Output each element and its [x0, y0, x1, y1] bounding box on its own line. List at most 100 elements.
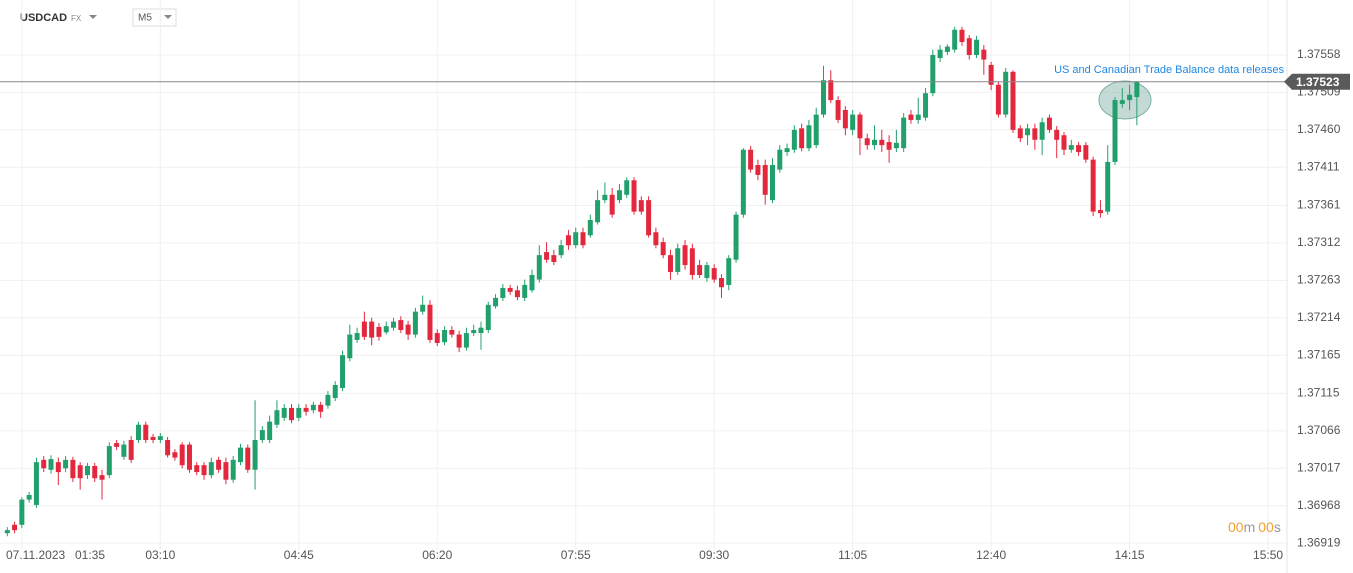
- candle-body: [77, 465, 83, 479]
- candle-body: [718, 278, 724, 288]
- candle-body: [427, 304, 433, 340]
- symbol-dropdown[interactable]: [89, 15, 97, 19]
- price-tag-label: 1.37523: [1296, 75, 1340, 89]
- candle-body: [733, 214, 739, 260]
- candle-body: [340, 355, 346, 389]
- candle-body: [1017, 128, 1023, 139]
- candle-body: [558, 245, 564, 256]
- candle-body: [769, 165, 775, 201]
- candle-body: [442, 330, 448, 343]
- candle-body: [281, 407, 287, 418]
- candle-body: [995, 84, 1001, 115]
- x-tick-label: 04:45: [284, 548, 314, 562]
- candle-body: [267, 421, 273, 440]
- toolbar: USDCAD FX M5: [20, 8, 177, 27]
- y-tick-label: 1.37460: [1297, 122, 1341, 136]
- candle-body: [412, 311, 418, 335]
- candle-body: [536, 255, 542, 280]
- timeframe[interactable]: M5: [138, 13, 152, 24]
- candle-body: [92, 465, 98, 479]
- candle-body: [1025, 128, 1031, 136]
- candle-body: [55, 462, 61, 473]
- candle-body: [493, 297, 499, 307]
- date-label: 07.11.2023: [6, 548, 65, 562]
- candle-body: [456, 334, 462, 348]
- candle-body: [361, 321, 367, 337]
- candle-body: [755, 165, 761, 175]
- x-tick-label: 09:30: [699, 548, 729, 562]
- price-tag: [1284, 73, 1350, 90]
- countdown: 00m 00s: [1228, 519, 1281, 535]
- candle-body: [791, 129, 797, 150]
- y-tick-label: 1.37558: [1297, 47, 1341, 61]
- candle-body: [434, 333, 440, 343]
- candle-body: [1112, 100, 1118, 162]
- candle-body: [478, 327, 484, 334]
- candle-body: [799, 128, 805, 149]
- candle-body: [689, 248, 695, 275]
- candle-body: [726, 258, 732, 285]
- candle-body: [252, 440, 258, 470]
- candle-body: [208, 462, 214, 476]
- candle-body: [660, 242, 666, 256]
- candle-body: [886, 142, 892, 150]
- candle-body: [682, 245, 688, 266]
- candle-body: [157, 436, 163, 440]
- candle-body: [296, 407, 302, 418]
- candle-body: [587, 220, 593, 236]
- countdown-sec: 00: [1258, 519, 1274, 535]
- candle-body: [507, 287, 513, 292]
- candle-body: [1061, 135, 1067, 150]
- candle-body: [850, 114, 856, 130]
- candle-body: [777, 149, 783, 170]
- candle-body: [522, 284, 528, 298]
- candle-body: [485, 304, 491, 330]
- candle-body: [274, 410, 280, 425]
- candle-body: [143, 424, 149, 440]
- candle-body: [1097, 210, 1103, 214]
- candle-body: [223, 462, 229, 480]
- timeframe-dropdown[interactable]: [164, 15, 172, 19]
- candle-body: [463, 333, 469, 348]
- candle-body: [959, 29, 965, 43]
- candle-body: [500, 287, 506, 298]
- candle-body: [135, 424, 141, 440]
- candle-body: [1076, 145, 1082, 153]
- candle-body: [332, 385, 338, 398]
- candle-body: [893, 142, 899, 149]
- candle-body: [1119, 100, 1125, 104]
- candle-body: [944, 46, 950, 52]
- candle-body: [915, 114, 921, 120]
- candle-body: [740, 149, 746, 215]
- candle-body: [580, 232, 586, 246]
- candle-body: [923, 93, 929, 118]
- candle-body: [391, 321, 397, 328]
- candle-body: [1083, 145, 1089, 160]
- candle-body: [1105, 161, 1111, 212]
- x-tick-label: 07:55: [561, 548, 591, 562]
- candle-body: [12, 524, 18, 531]
- candle-body: [514, 290, 520, 298]
- candle-body: [711, 268, 717, 280]
- candle-body: [908, 114, 914, 120]
- candle-body: [201, 465, 207, 476]
- candle-body: [128, 440, 134, 460]
- candle-body: [245, 447, 251, 470]
- y-tick-label: 1.37263: [1297, 273, 1341, 287]
- candle-body: [186, 444, 192, 470]
- symbol[interactable]: USDCAD: [20, 12, 67, 24]
- candle-body: [99, 475, 105, 480]
- candle-body: [26, 495, 32, 500]
- candle-body: [1003, 71, 1009, 115]
- candle-body: [237, 447, 243, 463]
- candle-body: [529, 275, 535, 291]
- candle-body: [471, 330, 477, 334]
- candle-body: [821, 80, 827, 115]
- candle-body: [697, 265, 703, 275]
- timeframe-box[interactable]: [132, 8, 177, 27]
- candle-body: [857, 114, 863, 139]
- candle-body: [828, 80, 834, 101]
- candle-body: [988, 64, 994, 85]
- candle-body: [675, 248, 681, 272]
- y-tick-label: 1.36968: [1297, 498, 1341, 512]
